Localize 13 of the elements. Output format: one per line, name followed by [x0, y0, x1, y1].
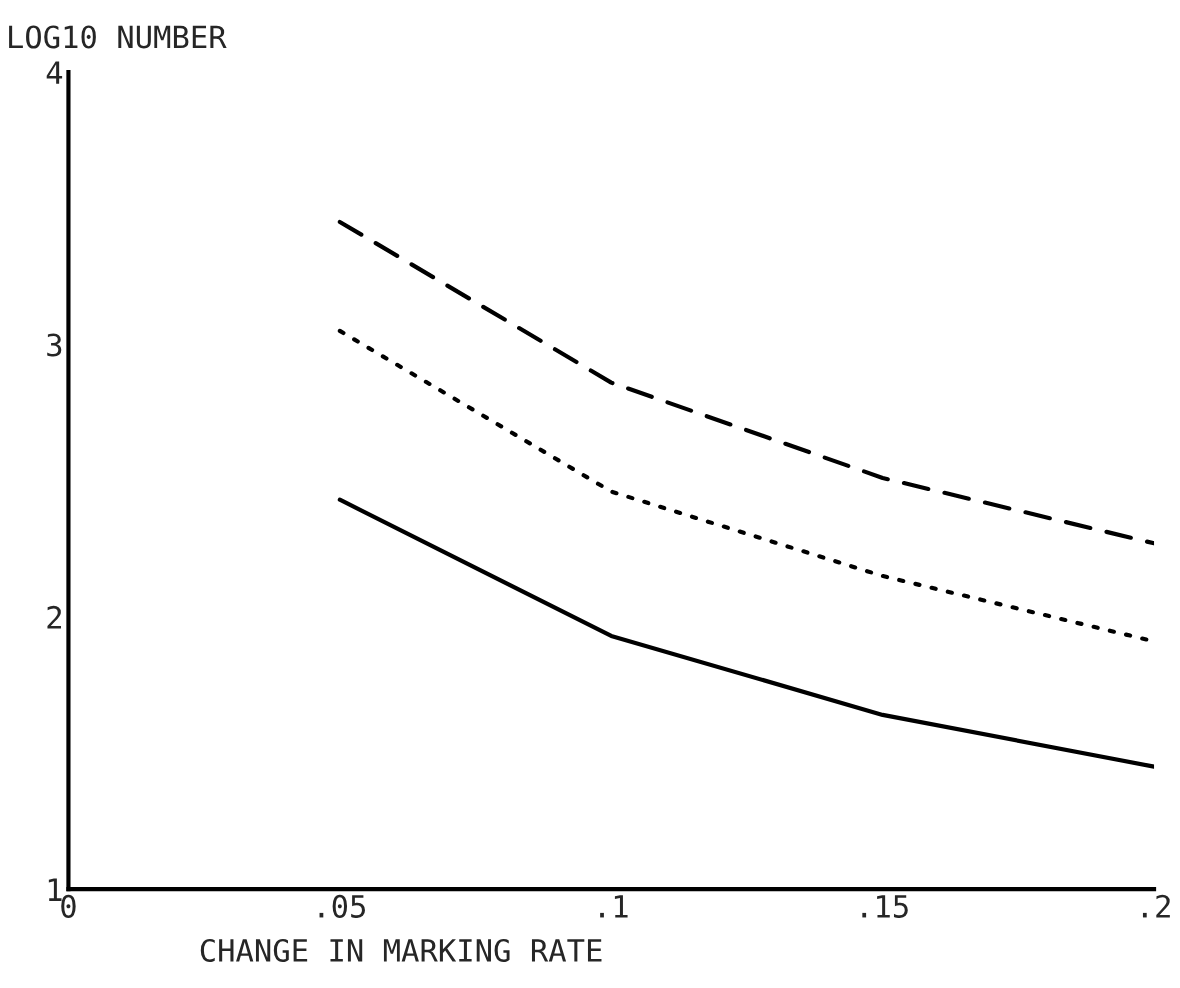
- line-series: [337, 497, 1155, 769]
- x-tick-label: .1: [600, 895, 628, 918]
- y-tick-label: 3: [47, 333, 62, 357]
- x-axis-title: CHANGE IN MARKING RATE: [200, 938, 602, 963]
- x-tick-label: 0: [61, 894, 76, 918]
- line-series: [337, 219, 1155, 546]
- x-tick-label: .2: [1142, 894, 1170, 918]
- y-tick-label: 4: [46, 61, 63, 84]
- y-tick-label: 2: [47, 605, 61, 629]
- x-tick-label: .05: [319, 894, 365, 918]
- y-axis-title: LOG10 NUMBER: [9, 25, 227, 49]
- y-tick-label: 1: [48, 878, 62, 901]
- x-tick-label: .15: [862, 895, 908, 918]
